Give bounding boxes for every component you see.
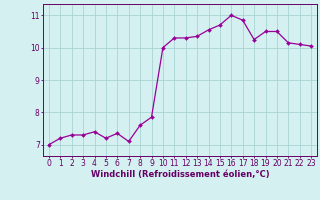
X-axis label: Windchill (Refroidissement éolien,°C): Windchill (Refroidissement éolien,°C) [91,170,269,179]
